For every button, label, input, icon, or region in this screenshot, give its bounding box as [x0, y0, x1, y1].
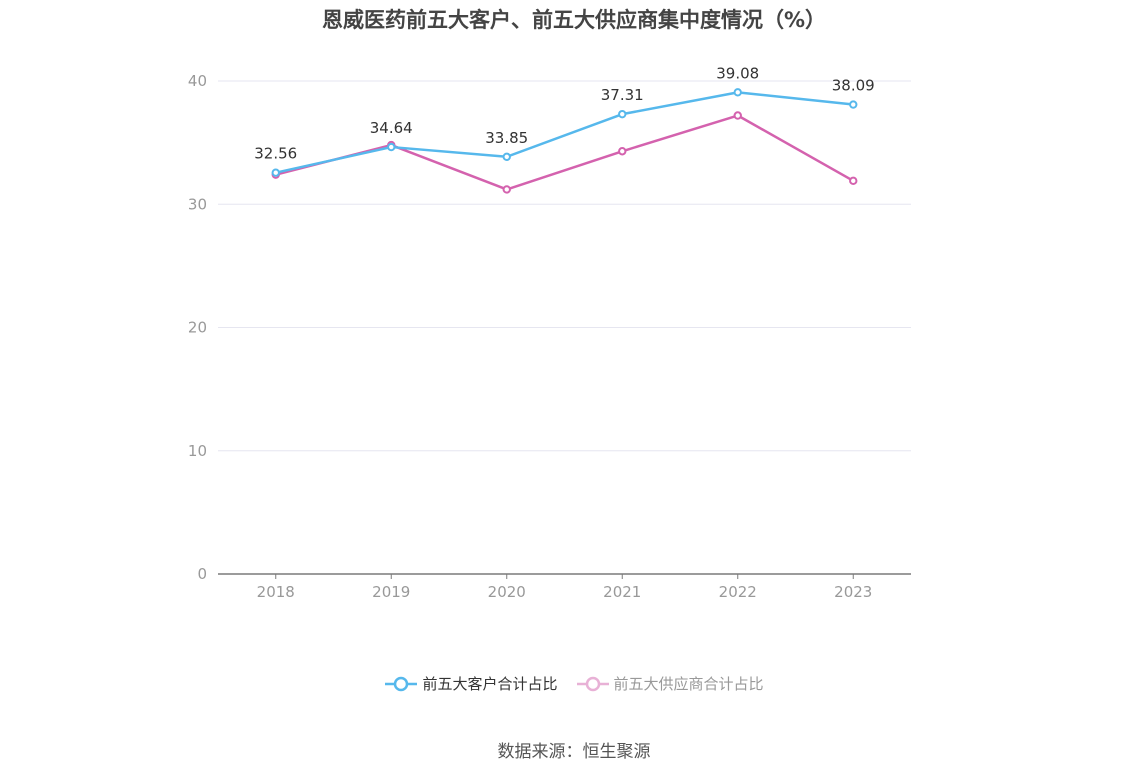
y-tick-labels: 0 10 20 30 40 [188, 72, 207, 583]
y-tick-label: 20 [188, 319, 207, 337]
data-point [618, 109, 627, 119]
x-tick-label: 2023 [834, 583, 872, 601]
y-tick-label: 30 [188, 195, 207, 213]
data-point [849, 100, 858, 109]
series-lines [271, 88, 858, 194]
data-point [618, 147, 627, 156]
data-point [733, 88, 742, 97]
x-tick-label: 2019 [372, 583, 410, 601]
legend-marker-customers-icon [385, 676, 418, 691]
data-label: 38.09 [832, 77, 875, 95]
series-line-0 [275, 91, 854, 174]
x-tick-label: 2021 [603, 583, 641, 601]
data-point [733, 111, 742, 120]
x-tick-label: 2018 [257, 583, 295, 601]
data-point [271, 168, 280, 177]
legend-label-suppliers: 前五大供应商合计占比 [613, 675, 764, 693]
series-line-1 [275, 114, 854, 191]
y-tick-label: 0 [197, 565, 207, 583]
data-point [849, 176, 858, 186]
y-tick-label: 40 [188, 72, 207, 90]
data-point [502, 152, 511, 161]
data-label: 39.08 [716, 64, 759, 82]
legend-item-customers[interactable]: 前五大客户合计占比 [384, 673, 558, 694]
legend: 前五大客户合计占比 前五大供应商合计占比 [0, 673, 1148, 694]
data-label: 34.64 [370, 119, 413, 137]
data-label: 32.56 [254, 145, 297, 163]
legend-marker-suppliers-icon [576, 676, 609, 691]
data-point [387, 142, 396, 152]
y-tick-label: 10 [188, 442, 207, 460]
chart-title: 恩威医药前五大客户、前五大供应商集中度情况（%） [321, 8, 827, 32]
x-tick-label: 2022 [719, 583, 757, 601]
legend-label-customers: 前五大客户合计占比 [422, 675, 558, 693]
legend-item-suppliers[interactable]: 前五大供应商合计占比 [576, 673, 764, 694]
x-axis: 2018 2019 2020 2021 2022 2023 [218, 573, 911, 601]
data-point [502, 185, 511, 194]
data-label: 33.85 [485, 129, 528, 147]
data-labels: 32.56 34.64 33.85 37.31 39.08 38.09 [254, 64, 874, 162]
x-tick-label: 2020 [488, 583, 526, 601]
grid-lines [218, 80, 911, 452]
data-source: 数据来源：恒生聚源 [497, 742, 651, 762]
data-label: 37.31 [601, 86, 644, 104]
line-chart: 0 10 20 30 40 2018 2019 2020 2021 2022 2023 32.56… [188, 64, 911, 601]
